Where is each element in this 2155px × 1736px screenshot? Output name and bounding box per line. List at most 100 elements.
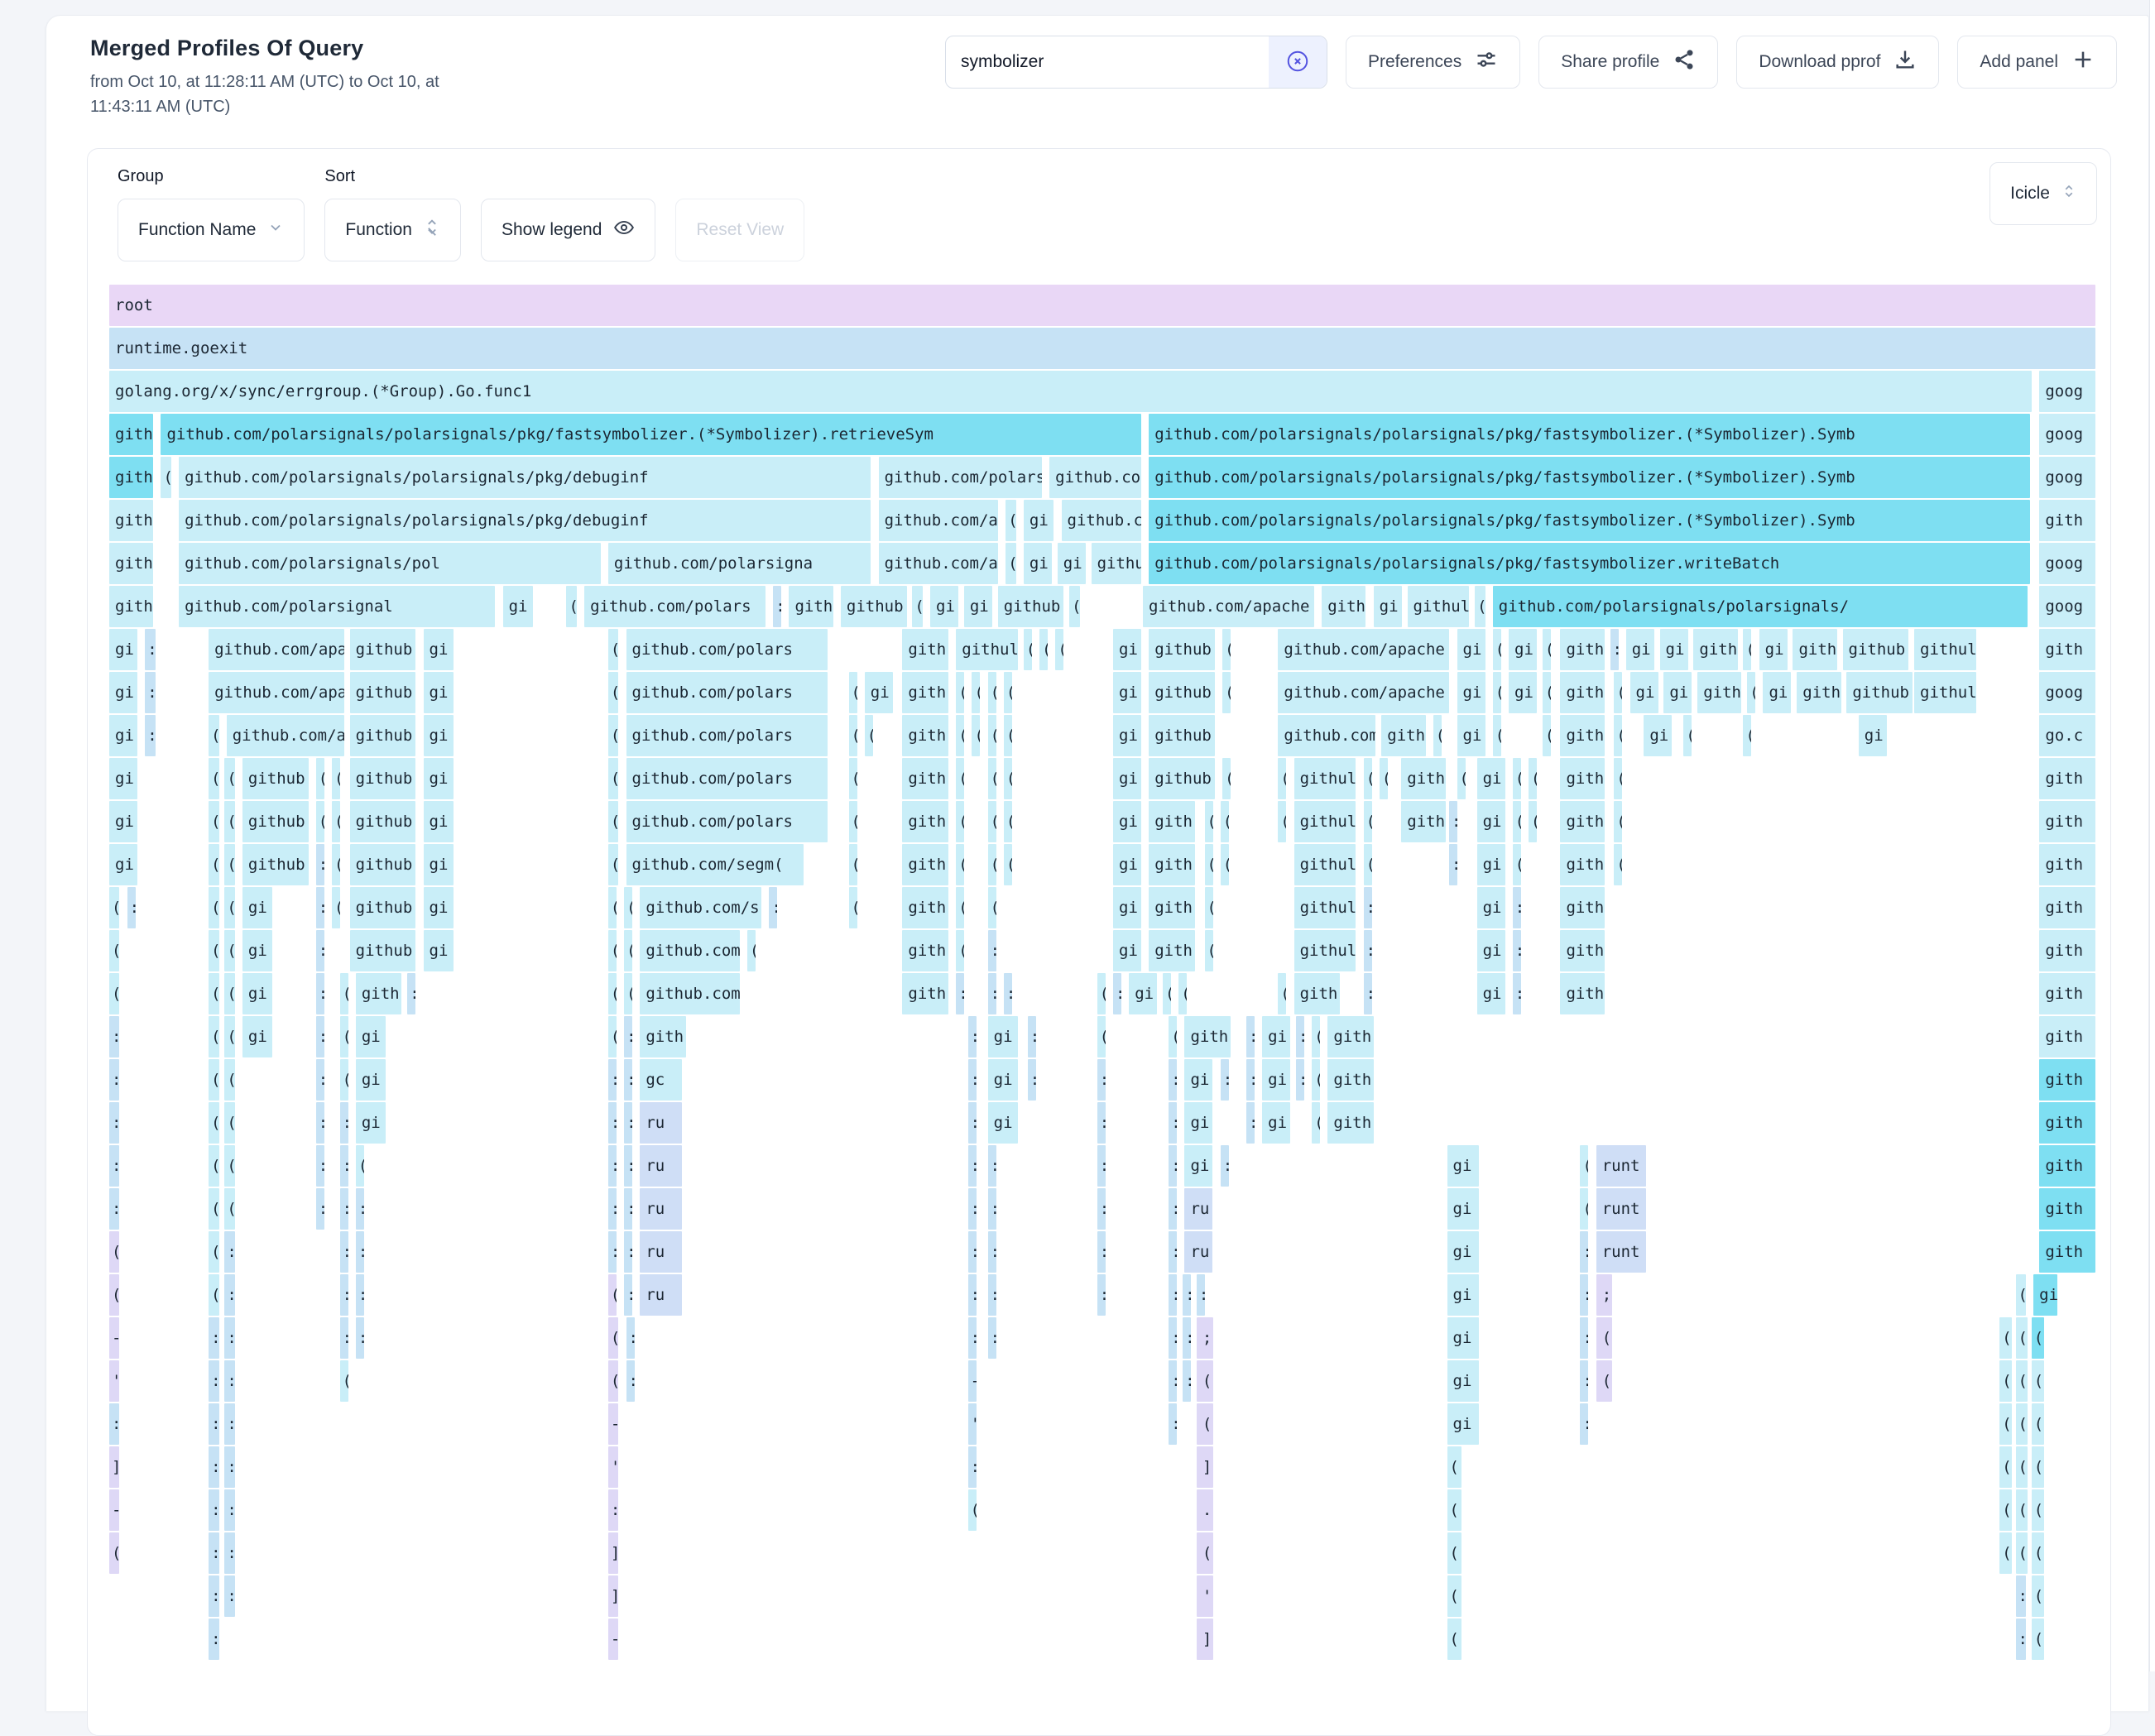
flame-cell[interactable]: ( bbox=[224, 973, 235, 1014]
flame-cell[interactable]: gi bbox=[1644, 715, 1673, 756]
flame-cell[interactable]: gi bbox=[423, 758, 454, 799]
flame-cell[interactable]: gi bbox=[109, 844, 138, 885]
flame-cell[interactable]: ( bbox=[339, 1059, 348, 1101]
flame-cell[interactable]: : bbox=[624, 1274, 633, 1316]
flame-cell[interactable]: ( bbox=[607, 844, 619, 885]
flame-cell[interactable]: gi bbox=[1659, 629, 1688, 670]
flame-cell[interactable]: : bbox=[2015, 1575, 2026, 1617]
flame-cell[interactable]: ( bbox=[1447, 1489, 1461, 1531]
flame-cell[interactable]: : bbox=[769, 887, 778, 928]
clear-search-button[interactable] bbox=[1269, 36, 1327, 88]
flame-cell[interactable]: gi bbox=[1023, 543, 1052, 584]
flame-cell[interactable]: github.com/segm( bbox=[626, 844, 804, 885]
flame-cell[interactable]: ( bbox=[1512, 844, 1521, 885]
flame-cell[interactable]: gi bbox=[1457, 672, 1485, 713]
flame-cell[interactable]: github. bbox=[349, 844, 416, 885]
flame-cell[interactable]: gith bbox=[1327, 1102, 1375, 1144]
flame-cell[interactable]: : bbox=[224, 1403, 235, 1445]
flame-cell[interactable]: gi bbox=[1457, 629, 1485, 670]
flame-cell[interactable]: ( bbox=[2031, 1317, 2044, 1359]
flame-cell[interactable]: gi bbox=[109, 629, 138, 670]
flame-cell[interactable]: ( bbox=[607, 887, 617, 928]
flame-cell[interactable]: - bbox=[967, 1360, 977, 1402]
flame-cell[interactable]: ( bbox=[1580, 1145, 1589, 1187]
flame-cell[interactable]: github.com, bbox=[1049, 457, 1142, 498]
flame-cell[interactable]: gi bbox=[1373, 586, 1402, 627]
flame-cell[interactable]: ( bbox=[848, 887, 857, 928]
flame-cell[interactable]: ( bbox=[161, 457, 171, 498]
flame-cell[interactable]: ( bbox=[1596, 1360, 1613, 1402]
flame-cell[interactable]: : bbox=[956, 973, 965, 1014]
flame-cell[interactable]: githul bbox=[1293, 801, 1356, 842]
flame-cell[interactable]: : bbox=[109, 1145, 120, 1187]
flame-cell[interactable]: ( bbox=[209, 930, 219, 971]
flame-cell[interactable]: ( bbox=[109, 930, 120, 971]
flame-cell[interactable]: : bbox=[1169, 1360, 1178, 1402]
view-mode-select[interactable]: Icicle bbox=[1989, 162, 2097, 225]
flame-cell[interactable]: ( bbox=[1999, 1446, 2013, 1488]
flame-cell[interactable]: gi bbox=[1113, 887, 1142, 928]
flame-cell[interactable]: ( bbox=[1457, 758, 1466, 799]
flame-cell[interactable]: ( bbox=[607, 758, 619, 799]
flame-cell[interactable]: github.com/polarsignals/polarsignals/ bbox=[1492, 586, 2028, 627]
flame-cell[interactable]: ru bbox=[640, 1231, 683, 1273]
flame-cell[interactable]: gi bbox=[1057, 543, 1086, 584]
flame-cell[interactable]: : bbox=[607, 1102, 617, 1144]
flame-cell[interactable]: ( bbox=[607, 1317, 619, 1359]
flame-cell[interactable]: ( bbox=[1006, 543, 1016, 584]
flame-cell[interactable]: : bbox=[355, 1317, 364, 1359]
flame-cell[interactable]: ( bbox=[987, 844, 996, 885]
flame-cell[interactable]: github. bbox=[349, 715, 416, 756]
flame-cell[interactable]: : bbox=[1580, 1231, 1589, 1273]
flame-cell[interactable]: : bbox=[315, 973, 324, 1014]
flame-cell[interactable]: github.com/polarsignals/polarsignals/pkg… bbox=[161, 414, 1142, 455]
flame-cell[interactable]: : bbox=[315, 930, 324, 971]
flame-cell[interactable]: gi bbox=[1262, 1016, 1291, 1057]
flame-cell[interactable]: ( bbox=[2015, 1489, 2028, 1531]
flame-cell[interactable]: : bbox=[1512, 973, 1521, 1014]
flame-cell[interactable]: : bbox=[1580, 1403, 1589, 1445]
flame-cell[interactable]: : bbox=[224, 1360, 235, 1402]
flame-cell[interactable]: : bbox=[1183, 1317, 1192, 1359]
flame-cell[interactable]: gith bbox=[2039, 801, 2095, 842]
flame-cell[interactable]: gith bbox=[1793, 629, 1837, 670]
flame-cell[interactable]: gith bbox=[1401, 758, 1446, 799]
flame-cell[interactable]: gith bbox=[640, 1016, 686, 1057]
flame-cell[interactable]: gi bbox=[1447, 1145, 1480, 1187]
flame-cell[interactable]: ( bbox=[1999, 1403, 2013, 1445]
flame-cell[interactable]: ( bbox=[2031, 1575, 2044, 1617]
flame-cell[interactable]: ( bbox=[1204, 930, 1213, 971]
flame-cell[interactable]: ( bbox=[1379, 758, 1388, 799]
flame-cell[interactable]: ru bbox=[640, 1188, 683, 1230]
flame-cell[interactable]: : bbox=[407, 973, 416, 1014]
search-input[interactable] bbox=[946, 36, 1269, 88]
flame-cell[interactable]: ( bbox=[2015, 1360, 2028, 1402]
flame-cell[interactable]: ( bbox=[1447, 1575, 1461, 1617]
flame-cell[interactable]: goog bbox=[2039, 414, 2095, 455]
flame-cell[interactable]: ( bbox=[1743, 629, 1752, 670]
flame-cell[interactable]: ru bbox=[1184, 1188, 1213, 1230]
flame-cell[interactable]: ( bbox=[1743, 715, 1752, 756]
flame-cell[interactable]: ( bbox=[2015, 1403, 2028, 1445]
flame-cell[interactable]: ( bbox=[339, 1360, 348, 1402]
flame-cell[interactable]: ( bbox=[2031, 1532, 2044, 1574]
flame-cell[interactable]: ( bbox=[864, 715, 873, 756]
flame-cell[interactable]: github.com/polarsignals/polarsignals/pkg… bbox=[179, 500, 871, 541]
flame-cell[interactable]: : bbox=[987, 1188, 996, 1230]
flame-cell[interactable]: : bbox=[145, 672, 156, 713]
flame-cell[interactable]: github. bbox=[242, 801, 309, 842]
flame-cell[interactable]: : bbox=[987, 1317, 996, 1359]
flame-cell[interactable]: github. bbox=[1149, 672, 1215, 713]
flame-cell[interactable]: : bbox=[1295, 1059, 1304, 1101]
flame-cell[interactable]: gi bbox=[242, 930, 273, 971]
flame-cell[interactable]: : bbox=[987, 973, 996, 1014]
flame-cell[interactable]: : bbox=[1097, 1188, 1106, 1230]
flame-cell[interactable]: : bbox=[224, 1274, 235, 1316]
flame-cell[interactable]: github.com/polarsignals/polarsignals/pkg… bbox=[1149, 457, 2030, 498]
flame-cell[interactable]: gi bbox=[1184, 1102, 1213, 1144]
flame-cell[interactable]: github.com/a bbox=[878, 500, 999, 541]
flame-cell[interactable]: : bbox=[224, 1231, 235, 1273]
flame-cell[interactable]: gi bbox=[1113, 758, 1142, 799]
flame-cell[interactable]: gith bbox=[109, 457, 154, 498]
flame-cell[interactable]: : bbox=[1448, 844, 1457, 885]
